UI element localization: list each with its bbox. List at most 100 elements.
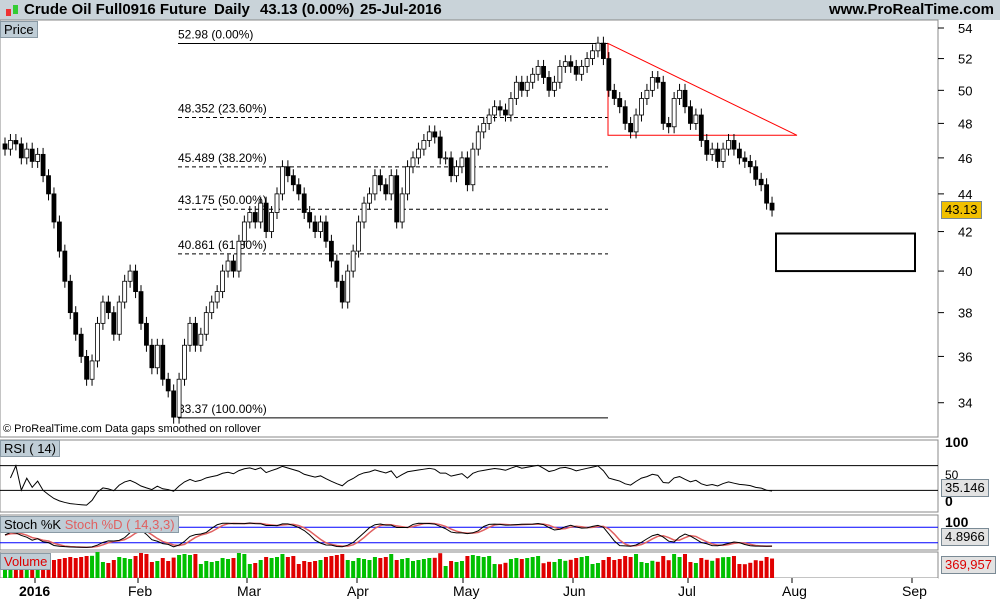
- candle: [644, 89, 650, 99]
- candle: [307, 212, 313, 223]
- candle: [448, 157, 454, 177]
- volume-bar: [400, 559, 405, 578]
- candle: [416, 148, 421, 159]
- volume-bar: [661, 556, 666, 578]
- candle: [263, 202, 269, 232]
- candle: [160, 344, 166, 380]
- fib-label: 52.98 (0.00%): [178, 27, 253, 41]
- volume-bar: [258, 560, 263, 578]
- volume-bar: [574, 558, 579, 578]
- candle: [236, 240, 242, 272]
- volume-bar: [704, 559, 709, 578]
- stoch-label: Stoch %K Stoch %D ( 14,3,3): [0, 516, 179, 533]
- candle: [67, 280, 73, 314]
- candle: [89, 360, 95, 380]
- candle: [715, 148, 721, 162]
- y-tick-label: 42: [958, 225, 972, 240]
- volume-bar: [650, 560, 655, 578]
- volume-bar: [198, 564, 203, 578]
- candle: [432, 131, 438, 138]
- volume-bar: [166, 561, 171, 578]
- candle: [149, 344, 155, 369]
- volume-bar: [666, 560, 671, 578]
- volume-bar: [372, 557, 377, 578]
- candle: [203, 312, 209, 335]
- x-tick-label: 2016: [19, 583, 50, 599]
- volume-bar: [149, 562, 154, 578]
- fib-label: 40.861 (61.80%): [178, 238, 267, 252]
- candle: [144, 322, 149, 346]
- candle: [709, 148, 715, 155]
- volume-bar: [421, 559, 426, 578]
- volume-bar: [487, 556, 492, 578]
- volume-label: Volume: [0, 553, 52, 570]
- volume-bar: [307, 562, 312, 578]
- volume-bar: [242, 554, 247, 578]
- volume-bar: [748, 562, 753, 578]
- candle: [73, 312, 79, 335]
- target-box: [775, 232, 916, 273]
- volume-bar: [394, 560, 399, 578]
- volume-bar: [275, 557, 279, 578]
- volume-bar: [465, 556, 470, 578]
- volume-bar: [362, 559, 367, 578]
- candle: [138, 291, 144, 324]
- volume-bar: [160, 558, 165, 578]
- candle: [693, 114, 699, 124]
- volume-bar: [236, 553, 241, 578]
- volume-bar: [79, 557, 84, 578]
- candle: [742, 157, 748, 162]
- volume-bar: [220, 558, 225, 578]
- candle: [486, 114, 492, 124]
- candle: [464, 157, 470, 186]
- volume-bar: [612, 560, 617, 578]
- volume-bar: [770, 558, 775, 578]
- volume-bar: [432, 557, 437, 578]
- candle: [116, 301, 122, 335]
- volume-bar: [139, 553, 143, 578]
- candle: [562, 61, 568, 67]
- volume-bar: [226, 559, 231, 578]
- interval[interactable]: Daily: [214, 1, 250, 18]
- x-tick-label: Jul: [678, 583, 696, 599]
- volume-bar: [155, 561, 160, 578]
- volume-bar: [144, 554, 149, 578]
- panel-frame: [0, 439, 939, 513]
- volume-bar: [693, 563, 698, 578]
- y-tick-label: 36: [958, 349, 972, 364]
- volume-bar: [90, 555, 95, 578]
- candle: [35, 153, 41, 162]
- candle: [454, 166, 459, 177]
- candle: [269, 212, 274, 232]
- x-tick-label: Jun: [563, 583, 586, 599]
- candle: [323, 221, 329, 242]
- candle: [339, 280, 345, 303]
- candle: [601, 42, 606, 59]
- stoch-value-tag: 4.8966: [941, 528, 989, 546]
- candle: [437, 136, 443, 159]
- volume-bar: [416, 560, 421, 578]
- candle: [720, 148, 726, 162]
- candle: [192, 322, 198, 346]
- volume-bar: [514, 558, 519, 578]
- volume-bar: [715, 558, 720, 578]
- candle: [372, 175, 378, 195]
- volume-bar: [231, 558, 236, 578]
- volume-bar: [383, 557, 388, 578]
- candle: [258, 202, 264, 223]
- candle: [660, 81, 666, 124]
- volume-bar: [296, 564, 301, 578]
- volume-bar: [351, 561, 356, 578]
- volume-bar: [329, 556, 334, 578]
- volume-bar: [204, 561, 209, 578]
- candle: [2, 143, 8, 150]
- site-url[interactable]: www.ProRealTime.com: [828, 1, 994, 18]
- candle: [301, 193, 307, 213]
- volume-bar: [595, 563, 600, 578]
- candle: [13, 140, 19, 145]
- volume-bar: [100, 562, 105, 578]
- x-tick-label: Mar: [237, 583, 261, 599]
- candle: [388, 175, 394, 195]
- volume-bar: [536, 556, 541, 578]
